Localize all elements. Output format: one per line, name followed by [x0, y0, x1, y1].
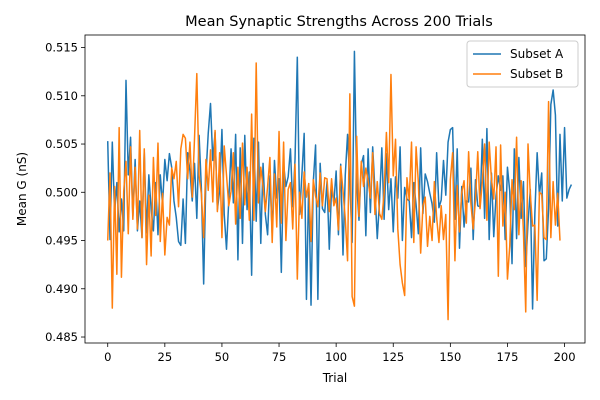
y-tick-label: 0.510 — [45, 89, 78, 103]
legend-label-1: Subset A — [510, 47, 564, 61]
x-tick-label: 50 — [215, 350, 230, 364]
plot-area — [84, 34, 586, 344]
chart-title: Mean Synaptic Strengths Across 200 Trial… — [185, 14, 493, 30]
y-tick-label: 0.485 — [45, 330, 78, 344]
x-axis: 0 25 50 75 100 125 150 175 200 — [104, 343, 576, 364]
x-axis-label: Trial — [322, 371, 348, 385]
y-tick-label: 0.490 — [45, 282, 78, 296]
y-tick-label: 0.495 — [45, 234, 78, 248]
y-tick-label: 0.505 — [45, 137, 78, 151]
plot-frame — [84, 34, 586, 344]
x-tick-label: 125 — [382, 350, 404, 364]
x-tick-label: 175 — [496, 350, 518, 364]
series-line-2 — [106, 62, 561, 321]
x-tick-label: 150 — [439, 350, 461, 364]
y-tick-label: 0.515 — [45, 41, 78, 55]
y-axis-label: Mean G (nS) — [15, 152, 29, 226]
legend-label-2: Subset B — [510, 67, 563, 81]
legend-box — [466, 40, 579, 88]
series-layer — [106, 50, 573, 321]
x-tick-label: 200 — [554, 350, 576, 364]
y-axis: 0.485 0.490 0.495 0.500 0.505 0.510 0.515 — [45, 41, 85, 344]
x-tick-label: 100 — [325, 350, 347, 364]
x-tick-label: 75 — [272, 350, 287, 364]
x-tick-label: 25 — [158, 350, 173, 364]
x-tick-label: 0 — [104, 350, 111, 364]
legend: Subset A Subset B — [466, 40, 579, 88]
y-tick-label: 0.500 — [45, 185, 78, 199]
